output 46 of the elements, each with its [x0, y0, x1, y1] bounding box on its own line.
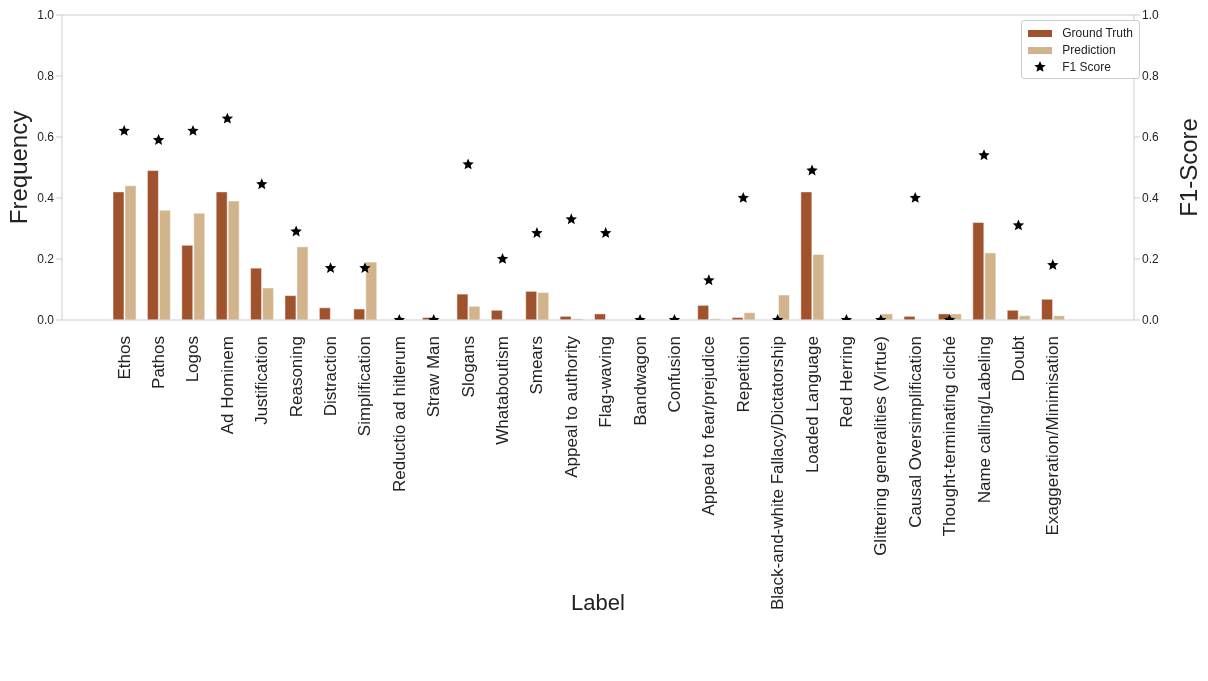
- y2-tick-label: 1.0: [1142, 8, 1160, 23]
- y-tick-label: 0.0: [37, 313, 55, 328]
- x-tick-label: Whataboutism: [493, 336, 513, 445]
- x-tick-label: Flag-waving: [596, 336, 616, 428]
- x-tick-label: Appeal to authority: [561, 335, 581, 478]
- x-tick-label: Ad Hominem: [217, 336, 237, 435]
- y-tick-label: 0.6: [37, 130, 55, 145]
- x-tick-label: Name calling/Labeling: [974, 336, 994, 504]
- x-tick-label: Ethos: [114, 336, 134, 380]
- x-axis-title: Label: [571, 590, 625, 615]
- y2-tick-label: 0.8: [1142, 69, 1160, 84]
- x-tick-label: Red Herring: [836, 336, 856, 428]
- y-tick-label: 0.4: [37, 191, 55, 206]
- y2-tick-label: 0.0: [1142, 313, 1160, 328]
- y-tick-label: 0.2: [37, 252, 55, 267]
- x-tick-label: Justification: [252, 336, 272, 425]
- x-tick-label: Distraction: [321, 336, 341, 417]
- x-tick-label: Straw Man: [424, 336, 444, 418]
- x-tick-label: Doubt: [1008, 335, 1028, 382]
- x-tick-label: Exaggeration/Minimisation: [1043, 336, 1063, 536]
- x-tick-label: Thought-terminating cliché: [940, 336, 960, 537]
- legend-label: Prediction: [1062, 42, 1116, 57]
- y2-tick-label: 0.6: [1142, 130, 1160, 145]
- y2-axis-title: F1-Score: [1174, 118, 1202, 217]
- y2-tick-label: 0.4: [1142, 191, 1160, 206]
- x-tick-label: Confusion: [664, 336, 684, 413]
- legend-label: Ground Truth: [1062, 25, 1133, 40]
- x-tick-label: Logos: [183, 336, 203, 383]
- x-tick-label: Appeal to fear/prejudice: [699, 336, 719, 516]
- y-axis-title: Frequency: [4, 110, 32, 225]
- x-tick-label: Smears: [527, 336, 547, 395]
- x-tick-label: Glittering generalities (Virtue): [871, 336, 891, 556]
- x-tick-label: Repetition: [733, 336, 753, 413]
- x-tick-label: Bandwagon: [630, 336, 650, 426]
- y-tick-label: 1.0: [37, 8, 55, 23]
- x-tick-label: Reductio ad hitlerum: [389, 336, 409, 492]
- x-tick-label: Causal Oversimplification: [905, 336, 925, 528]
- x-tick-label: Simplification: [355, 336, 375, 437]
- x-tick-label: Reasoning: [286, 336, 306, 418]
- y2-tick-label: 0.2: [1142, 252, 1160, 267]
- x-tick-label: Pathos: [149, 336, 169, 389]
- x-tick-label: Black-and-white Fallacy/Dictatorship: [768, 336, 788, 610]
- legend-label: F1 Score: [1062, 59, 1111, 74]
- y-tick-label: 0.8: [37, 69, 55, 84]
- x-tick-label: Loaded Language: [802, 336, 822, 474]
- x-tick-label: Slogans: [458, 336, 478, 398]
